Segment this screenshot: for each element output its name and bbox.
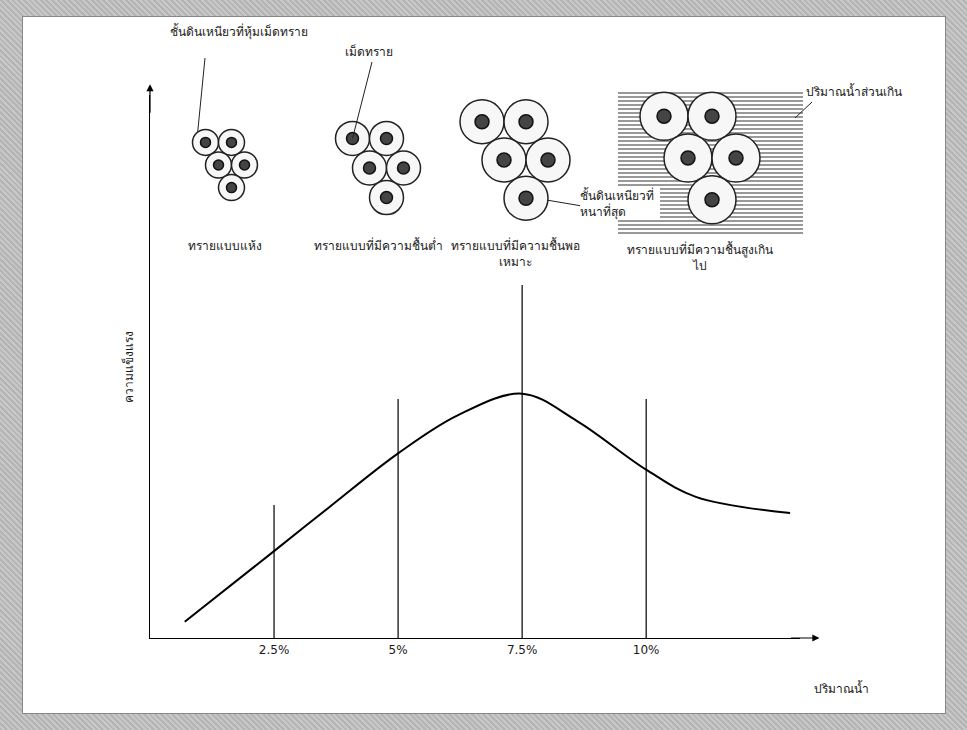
svg-text:ปริมาณน้ำ: ปริมาณน้ำ [814,680,869,696]
svg-text:5%: 5% [389,643,408,657]
html-text:ปริมาณน้ำส่วนเกิน: ปริมาณน้ำส่วนเกิน [806,85,902,99]
html-text:ชั้นดินเหนียวที่หนาที่สุด: ชั้นดินเหนียวที่หนาที่สุด [580,189,654,219]
html-text:ทรายแบบที่มีความชื้นพอเหมาะ: ทรายแบบที่มีความชื้นพอเหมาะ [450,239,580,269]
html-text:ทรายแบบแห้ง: ทรายแบบแห้ง [188,239,262,253]
svg-text:10%: 10% [633,643,660,657]
html-text:ทรายแบบที่มีความชื้นต่ำ: ทรายแบบที่มีความชื้นต่ำ [313,239,443,253]
svg-text:ความแข็งแรง: ความแข็งแรง [121,331,136,403]
html-text:ทรายแบบที่มีความชื้นสูงเกินไป: ทรายแบบที่มีความชื้นสูงเกินไป [627,243,773,273]
html-text:ชั้นดินเหนียวที่หุ้มเม็ดทราย: ชั้นดินเหนียวที่หุ้มเม็ดทราย [170,25,308,39]
svg-text:7.5%: 7.5% [507,643,538,657]
html-text:เม็ดทราย: เม็ดทราย [345,45,393,59]
svg-text:2.5%: 2.5% [259,643,290,657]
